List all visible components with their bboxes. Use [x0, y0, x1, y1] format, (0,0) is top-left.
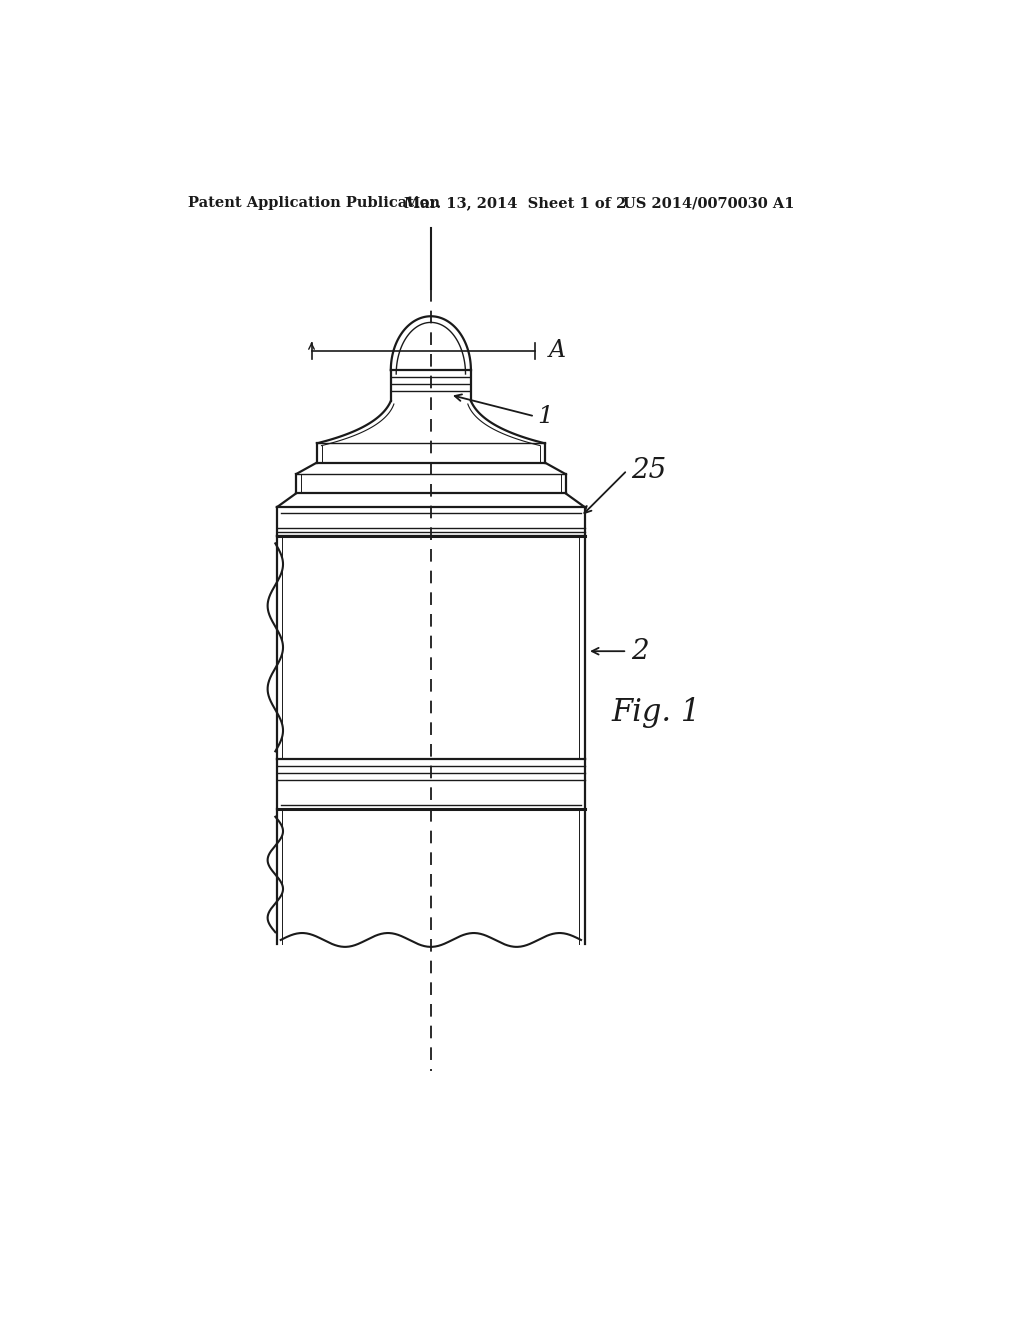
Text: 2: 2 [631, 638, 648, 665]
Text: 25: 25 [631, 457, 667, 483]
Text: 1: 1 [538, 405, 553, 428]
Text: A: A [549, 339, 565, 363]
Text: US 2014/0070030 A1: US 2014/0070030 A1 [624, 197, 795, 210]
Text: Fig. 1: Fig. 1 [611, 697, 701, 729]
Text: Patent Application Publication: Patent Application Publication [188, 197, 440, 210]
Text: Mar. 13, 2014  Sheet 1 of 2: Mar. 13, 2014 Sheet 1 of 2 [403, 197, 627, 210]
